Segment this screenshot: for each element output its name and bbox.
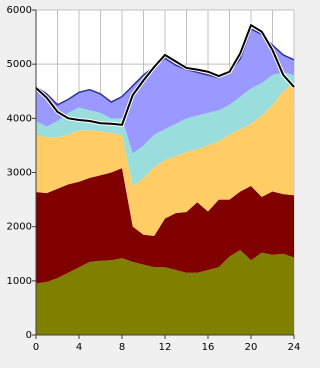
x-tick-label: 12 xyxy=(159,342,172,353)
x-tick-label: 16 xyxy=(202,342,215,353)
x-tick-label: 20 xyxy=(245,342,258,353)
axes: 0 1000 2000 3000 4000 5000 6000 0 4 8 12 16 20 24 xyxy=(7,5,301,353)
area xyxy=(36,28,294,154)
area xyxy=(36,168,294,284)
x-tick-label: 0 xyxy=(33,342,39,353)
areas xyxy=(34,22,296,335)
y-tick-label: 4000 xyxy=(7,113,32,124)
y-tick-label: 6000 xyxy=(7,5,32,16)
y-tick-label: 5000 xyxy=(7,59,32,70)
x-tick-label: 4 xyxy=(76,342,82,353)
x-tick-label: 24 xyxy=(288,342,301,353)
y-tick-label: 2000 xyxy=(7,222,32,233)
y-tick-label: 0 xyxy=(26,330,32,341)
y-tick-label: 1000 xyxy=(7,276,32,287)
area xyxy=(36,83,294,236)
y-tick-label: 3000 xyxy=(7,168,32,179)
line xyxy=(35,23,295,126)
x-tick-label: 8 xyxy=(119,342,125,353)
area xyxy=(36,249,294,335)
